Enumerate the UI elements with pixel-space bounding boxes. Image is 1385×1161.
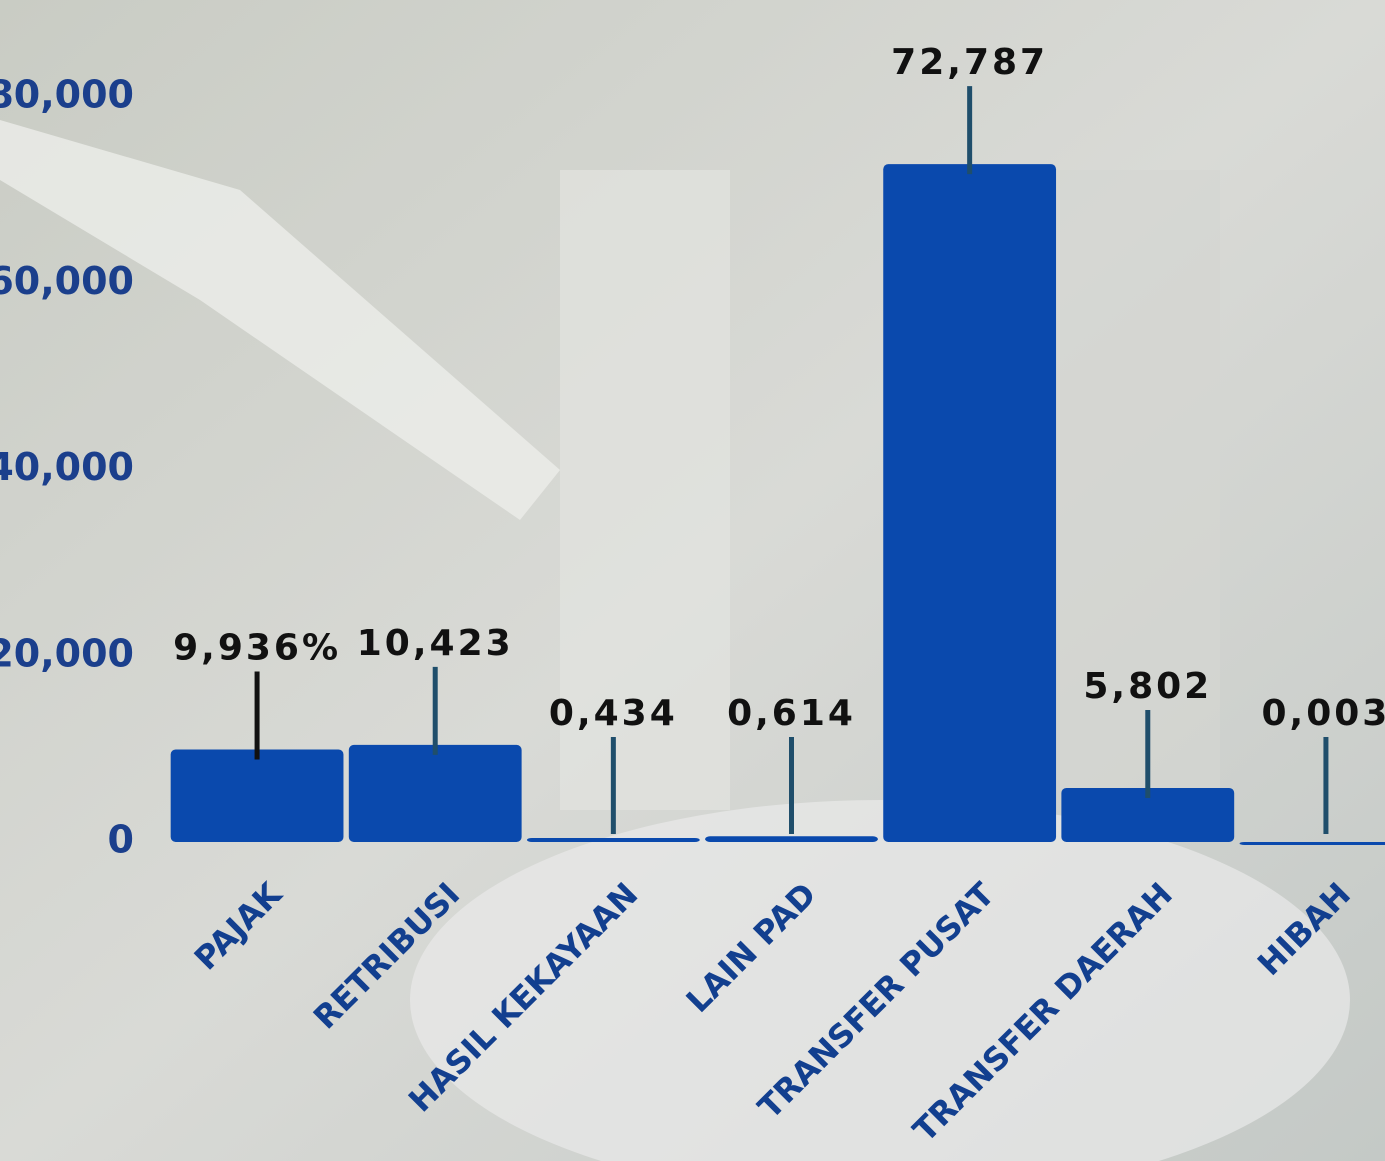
y-tick-label: 20,000: [0, 631, 134, 675]
bar: [1061, 787, 1235, 842]
background-shape: [1060, 170, 1220, 790]
background-shape: [0, 120, 560, 520]
y-tick-label: 40,000: [0, 445, 134, 489]
y-tick-label: 60,000: [0, 259, 134, 303]
y-tick-label: 80,000: [0, 73, 134, 117]
value-label: 0,434: [549, 693, 678, 734]
value-label: 5,802: [1083, 666, 1212, 707]
bar: [526, 837, 700, 842]
bar: [705, 836, 878, 842]
value-label: 10,423: [357, 623, 514, 664]
bar: [883, 164, 1057, 842]
value-label: 0,003: [1261, 693, 1385, 734]
background-shape: [560, 170, 730, 810]
value-label: 72,787: [891, 42, 1048, 83]
bar: [348, 744, 522, 842]
background-shape: [410, 800, 1350, 1161]
bar: [170, 749, 344, 842]
value-label: 0,614: [727, 693, 856, 734]
value-label: 9,936%: [173, 627, 341, 668]
y-tick-label: 0: [108, 818, 134, 862]
bar: [1239, 841, 1385, 845]
